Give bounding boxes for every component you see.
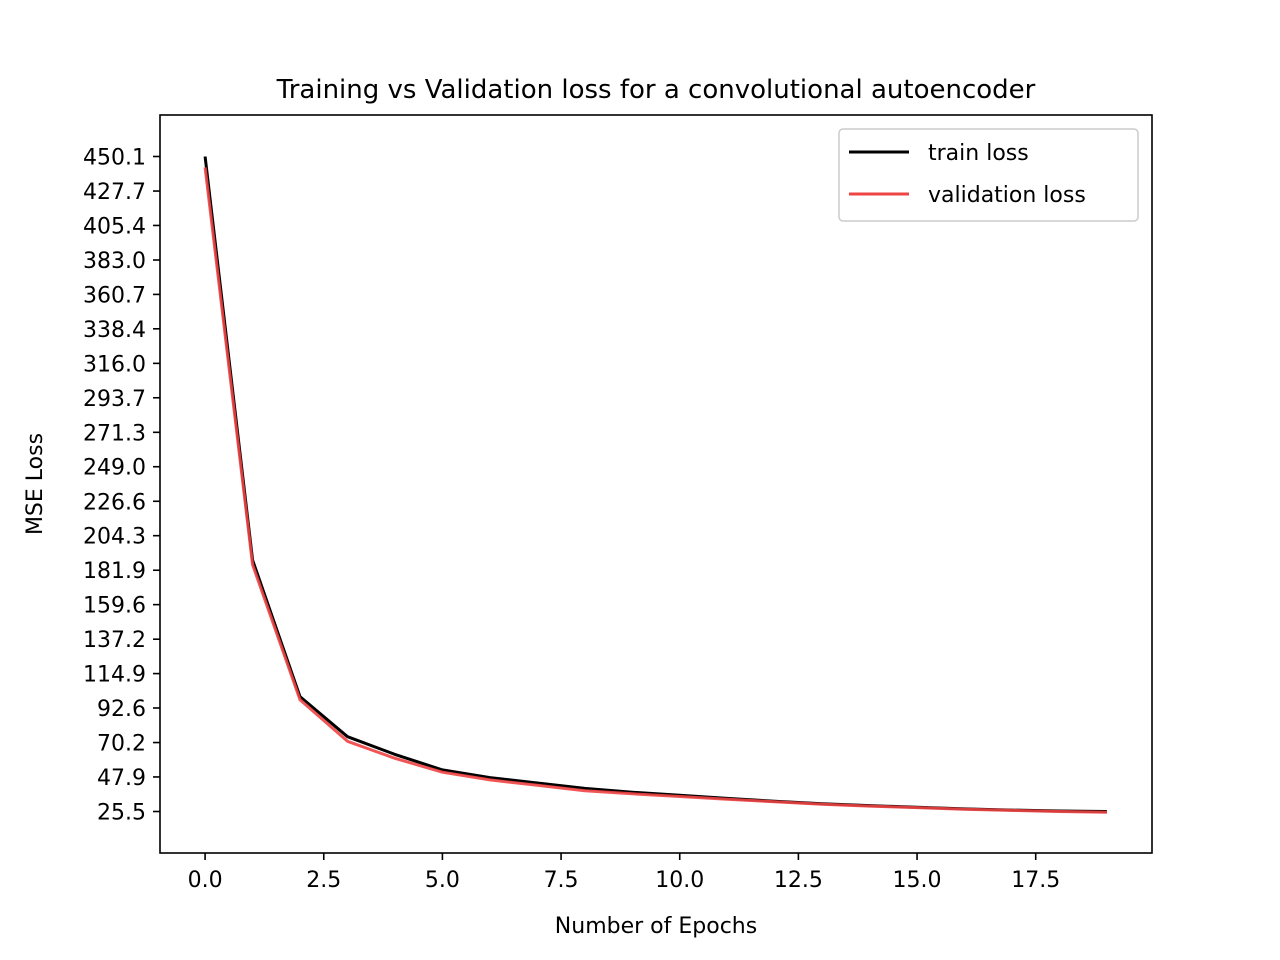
y-tick-label: 70.2 bbox=[97, 732, 146, 757]
y-tick-label: 405.4 bbox=[83, 214, 146, 239]
legend-label: validation loss bbox=[928, 183, 1086, 208]
x-tick-label: 0.0 bbox=[188, 868, 223, 893]
y-tick-label: 114.9 bbox=[83, 663, 146, 688]
x-tick-label: 10.0 bbox=[655, 868, 704, 893]
y-tick-label: 338.4 bbox=[83, 318, 146, 343]
y-tick-label: 226.6 bbox=[83, 490, 146, 515]
legend-box bbox=[838, 128, 1139, 222]
y-tick-label: 383.0 bbox=[83, 249, 146, 274]
y-tick-label: 293.7 bbox=[83, 387, 146, 412]
series-line-validation-loss bbox=[203, 167, 1107, 814]
x-tick-label: 5.0 bbox=[425, 868, 460, 893]
y-tick-label: 204.3 bbox=[83, 525, 146, 550]
y-tick-label: 360.7 bbox=[83, 283, 146, 308]
x-tick-label: 12.5 bbox=[774, 868, 823, 893]
plot-area bbox=[203, 156, 1107, 814]
y-tick-label: 271.3 bbox=[83, 421, 146, 446]
y-tick-label: 181.9 bbox=[83, 559, 146, 584]
axes-frame bbox=[159, 114, 1153, 854]
legend: train loss validation loss bbox=[838, 128, 1139, 222]
y-tick-label: 450.1 bbox=[83, 145, 146, 170]
y-tick-label: 427.7 bbox=[83, 180, 146, 205]
y-tick-label: 316.0 bbox=[83, 352, 146, 377]
y-tick-label: 47.9 bbox=[97, 766, 146, 791]
y-axis: 25.5 47.9 70.2 92.6 114.9 137.2 159.6 181.9 204.… bbox=[83, 145, 160, 826]
y-tick-label: 25.5 bbox=[97, 801, 146, 826]
y-tick-label: 137.2 bbox=[83, 628, 146, 653]
y-tick-label: 249.0 bbox=[83, 456, 146, 481]
x-axis: 0.0 2.5 5.0 7.5 10.0 12.5 15.0 17.5 bbox=[188, 853, 1060, 893]
legend-label: train loss bbox=[928, 141, 1029, 166]
x-tick-label: 2.5 bbox=[306, 868, 341, 893]
x-tick-label: 17.5 bbox=[1011, 868, 1060, 893]
y-tick-label: 92.6 bbox=[97, 697, 146, 722]
y-tick-label: 159.6 bbox=[83, 594, 146, 619]
x-tick-label: 7.5 bbox=[544, 868, 579, 893]
chart-title: Training vs Validation loss for a convol… bbox=[276, 75, 1036, 105]
x-axis-label: Number of Epochs bbox=[555, 914, 757, 939]
x-tick-label: 15.0 bbox=[893, 868, 942, 893]
y-axis-label: MSE Loss bbox=[23, 433, 48, 535]
